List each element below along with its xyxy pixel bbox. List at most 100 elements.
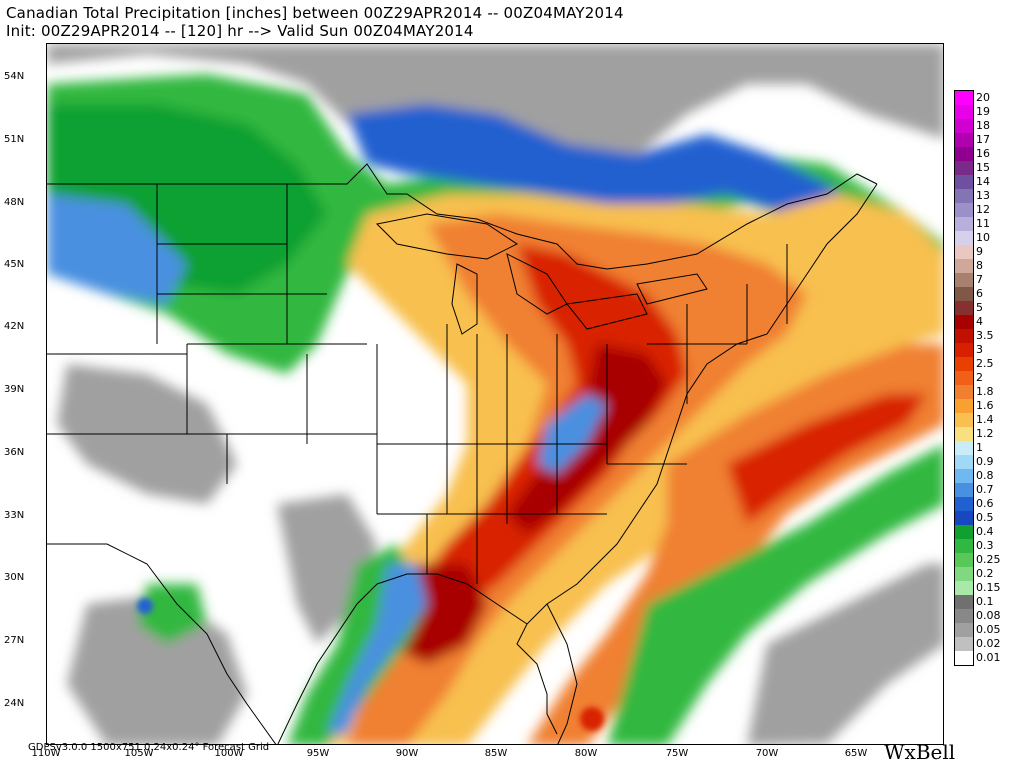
legend-level-label: 1.8 [976,385,994,398]
legend-level-label: 0.02 [976,637,1001,650]
legend-swatch [955,287,973,301]
legend-swatch [955,147,973,161]
legend-swatch [955,189,973,203]
legend-swatch [955,329,973,343]
legend-level-label: 20 [976,91,990,104]
lat-label: 30N [4,572,25,583]
legend-swatch [955,119,973,133]
map-subtitle: Init: 00Z29APR2014 -- [120] hr --> Valid… [6,22,474,40]
legend-swatch [955,245,973,259]
legend-swatch [955,595,973,609]
legend-swatch [955,511,973,525]
legend-level-label: 0.25 [976,553,1001,566]
legend-swatch [955,357,973,371]
legend-swatch [955,399,973,413]
legend-level-label: 9 [976,245,983,258]
legend-swatch [955,609,973,623]
legend-level-label: 18 [976,119,990,132]
lat-label: 51N [4,134,25,145]
lon-label: 110W [31,748,61,759]
legend-level-label: 0.5 [976,511,994,524]
legend-level-label: 1.6 [976,399,994,412]
legend-level-label: 3 [976,343,983,356]
legend-level-label: 4 [976,315,983,328]
legend-swatch [955,217,973,231]
lat-label: 45N [4,259,25,270]
legend-level-label: 13 [976,189,990,202]
legend-level-label: 0.01 [976,651,1001,664]
legend-swatch [955,91,973,105]
legend-level-label: 16 [976,147,990,160]
legend-swatch [955,525,973,539]
lon-label: 65W [844,748,868,759]
lon-label: 90W [395,748,419,759]
legend-level-label: 17 [976,133,990,146]
legend-swatch [955,427,973,441]
state-borders [47,163,878,744]
legend-swatch [955,259,973,273]
legend-swatch [955,455,973,469]
legend-swatch [955,567,973,581]
lat-label: 33N [4,510,25,521]
legend-level-label: 2 [976,371,983,384]
lat-label: 42N [4,321,25,332]
lat-label: 24N [4,698,25,709]
legend-level-label: 0.9 [976,455,994,468]
legend-swatch [955,497,973,511]
precip-field [47,44,943,744]
legend-swatch [955,651,973,665]
legend-level-label: 1.2 [976,427,994,440]
legend-swatch [955,301,973,315]
legend-level-label: 1 [976,441,983,454]
legend-swatch [955,161,973,175]
legend-swatch [955,469,973,483]
lon-label: 105W [124,748,154,759]
legend-swatch [955,637,973,651]
lat-label: 48N [4,197,25,208]
legend-level-label: 6 [976,287,983,300]
legend-level-label: 3.5 [976,329,994,342]
legend-level-label: 11 [976,217,990,230]
legend-swatch [955,441,973,455]
legend-swatch [955,175,973,189]
lon-label: 80W [574,748,598,759]
legend-swatch [955,385,973,399]
legend-level-label: 0.3 [976,539,994,552]
legend-swatch [955,539,973,553]
legend-colorbar [954,90,974,666]
legend-level-label: 14 [976,175,990,188]
legend-swatch [955,105,973,119]
legend-swatch [955,371,973,385]
legend-swatch [955,343,973,357]
legend-level-label: 19 [976,105,990,118]
precipitation-map [46,43,944,745]
legend-swatch [955,315,973,329]
lon-label: 70W [755,748,779,759]
lon-label: 85W [484,748,508,759]
lat-label: 54N [4,71,25,82]
legend-swatch [955,483,973,497]
legend-level-label: 0.6 [976,497,994,510]
legend-level-label: 12 [976,203,990,216]
legend-swatch [955,133,973,147]
map-canvas [47,44,943,744]
legend-level-label: 0.1 [976,595,994,608]
legend-level-label: 1.4 [976,413,994,426]
legend-swatch [955,623,973,637]
lon-label: 75W [665,748,689,759]
legend-level-label: 0.8 [976,469,994,482]
legend-swatch [955,413,973,427]
legend-level-label: 0.08 [976,609,1001,622]
map-title: Canadian Total Precipitation [inches] be… [6,4,624,22]
lat-label: 39N [4,384,25,395]
brand-logo: WxBell [884,740,956,764]
legend-level-label: 0.2 [976,567,994,580]
legend-level-label: 0.15 [976,581,1001,594]
legend-level-label: 10 [976,231,990,244]
legend-level-label: 7 [976,273,983,286]
grid-info: GDPSv3.0.0 1500x751 0.24x0.24° Forecast … [28,742,270,753]
legend-swatch [955,553,973,567]
legend-swatch [955,203,973,217]
legend-level-label: 5 [976,301,983,314]
lon-label: 95W [306,748,330,759]
